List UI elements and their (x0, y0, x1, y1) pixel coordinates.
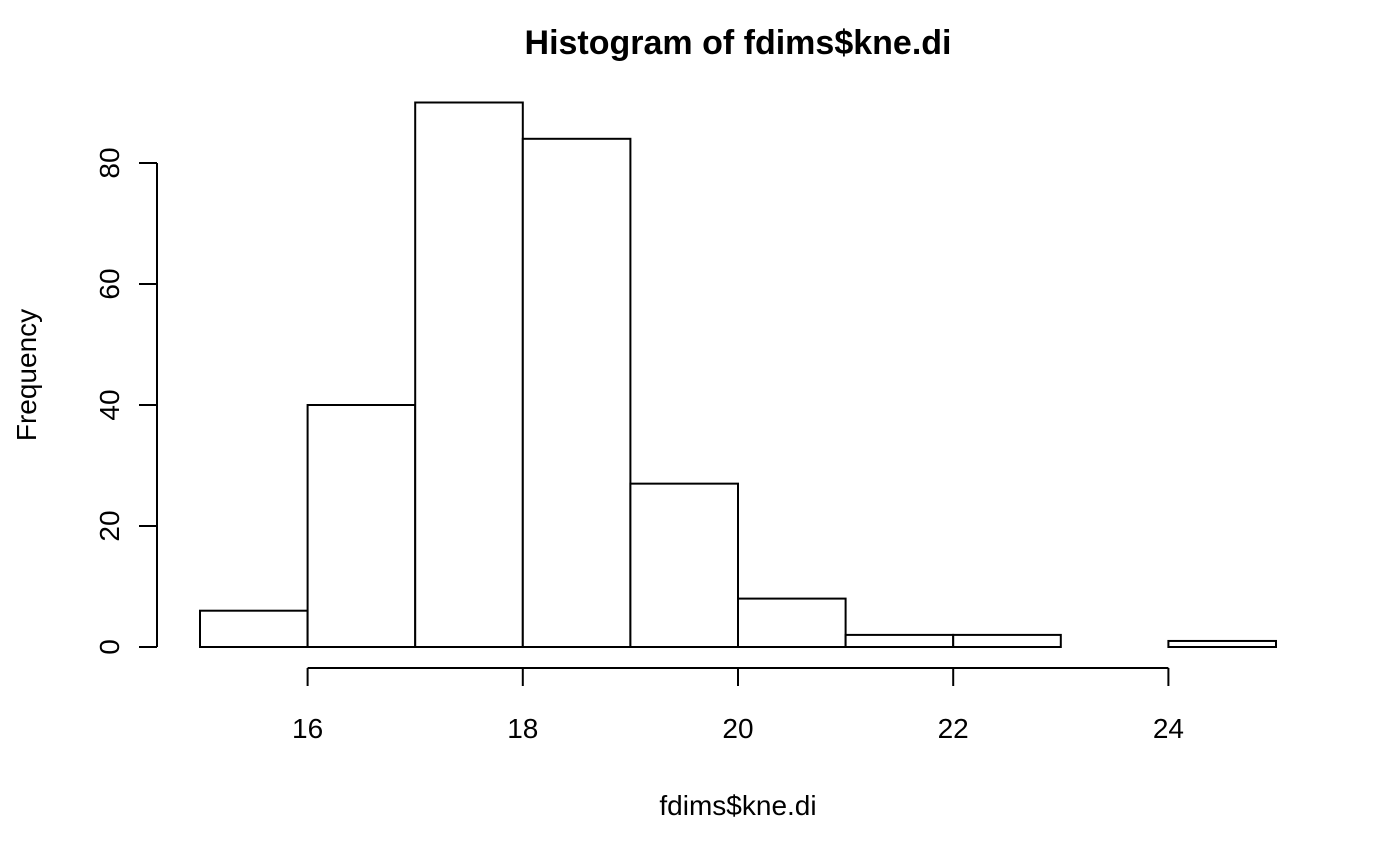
histogram-bar (1167, 639, 1278, 649)
bars-group (199, 101, 1278, 649)
x-tick-label: 24 (1153, 713, 1184, 744)
chart-title: Histogram of fdims$kne.di (525, 24, 952, 62)
y-tick-label: 40 (94, 389, 125, 420)
x-tick-label: 22 (938, 713, 969, 744)
y-tick-label: 20 (94, 510, 125, 541)
x-tick-label: 16 (292, 713, 323, 744)
histogram-bar (414, 101, 524, 648)
histogram-bar (306, 404, 417, 648)
y-axis-label: Frequency (11, 309, 42, 441)
x-tick-label: 20 (722, 713, 753, 744)
y-axis: 0 20 40 60 80 (94, 147, 158, 655)
y-tick-label: 80 (94, 147, 125, 178)
y-tick-label: 60 (94, 268, 125, 299)
histogram-bar (737, 597, 847, 648)
x-axis-label: fdims$kne.di (659, 790, 816, 821)
histogram-bar (199, 609, 309, 649)
y-tick-label: 0 (94, 639, 125, 655)
histogram-bar (521, 137, 632, 649)
x-tick-label: 18 (507, 713, 538, 744)
histogram-bar (952, 633, 1062, 649)
histogram-bar (844, 633, 955, 649)
x-axis: 16 18 20 22 24 (292, 667, 1184, 744)
histogram-bar (629, 482, 740, 648)
